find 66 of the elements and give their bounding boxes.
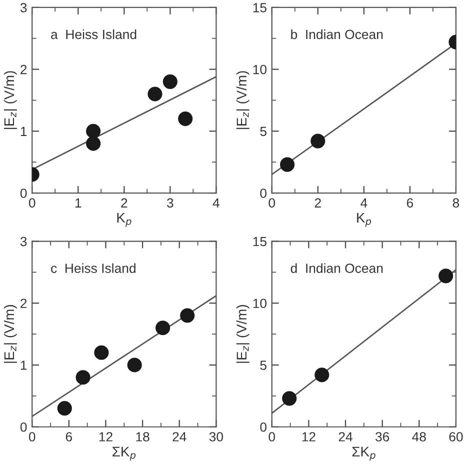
x-tick-label: 36 <box>375 432 390 442</box>
x-tick-label: 48 <box>412 432 426 442</box>
text: b Indian Ocean <box>291 29 383 40</box>
x-tick-label: 1 <box>75 198 82 208</box>
y-axis-title: |E$_{z}$| (V/m) <box>236 71 250 129</box>
x-tick-label: 2 <box>314 198 321 208</box>
point <box>148 86 162 102</box>
y-tick-label: 0 <box>260 188 266 198</box>
x-tick-label: 4 <box>360 198 368 208</box>
x-tick-label: 12 <box>99 432 112 442</box>
text: d Indian Ocean <box>290 263 383 273</box>
y-axis-title: |E$_{z}$| (V/m) <box>4 71 17 129</box>
x-tick-label: 0 <box>28 432 36 442</box>
point <box>282 391 297 406</box>
x-tick-label: 0 <box>268 198 276 208</box>
x-tick-label: 24 <box>338 432 352 442</box>
point <box>76 370 90 385</box>
y-tick-label: 10 <box>253 64 266 74</box>
y-tick-label: 1 <box>20 360 27 370</box>
text: c Heiss Island <box>51 263 136 273</box>
point <box>438 268 454 284</box>
x-axis-title: ΣK$_{p}$ <box>352 446 376 461</box>
point <box>314 368 330 382</box>
point <box>178 112 193 126</box>
y-tick-label: 2 <box>20 298 27 308</box>
y-tick-label: 1 <box>20 126 27 136</box>
x-tick-label: 8 <box>452 198 460 208</box>
y-tick-label: 5 <box>260 126 266 136</box>
x-tick-label: 0 <box>268 432 276 442</box>
x-tick-label: 12 <box>302 432 316 442</box>
x-tick-label: 30 <box>209 432 223 442</box>
x-tick-label: 18 <box>136 432 150 442</box>
y-tick-label: 0 <box>20 188 27 198</box>
x-tick-label: 4 <box>212 198 220 208</box>
point <box>156 320 170 336</box>
point <box>180 308 195 323</box>
point <box>86 136 101 151</box>
y-axis-title: |E$_{z}$| (V/m) <box>4 305 17 363</box>
point <box>86 124 101 138</box>
y-tick-label: 0 <box>260 422 266 432</box>
x-axis-title: ΣK$_{p}$ <box>112 446 136 461</box>
x-tick-label: 60 <box>449 432 463 442</box>
point <box>127 358 142 372</box>
y-axis-title: |E$_{z}$| (V/m) <box>236 305 250 363</box>
point <box>280 157 295 172</box>
y-tick-label: 15 <box>253 236 266 246</box>
text: a Heiss Island <box>51 29 136 40</box>
x-tick-label: 3 <box>166 198 174 208</box>
x-axis-title: K$_{p}$ <box>357 212 372 227</box>
x-tick-label: 0 <box>28 198 36 208</box>
point <box>310 134 326 148</box>
y-tick-label: 15 <box>253 3 266 12</box>
y-tick-label: 2 <box>20 64 27 74</box>
x-tick-label: 24 <box>172 432 186 442</box>
y-tick-label: 10 <box>253 298 266 308</box>
y-tick-label: 5 <box>260 360 266 370</box>
y-tick-label: 3 <box>20 2 27 12</box>
x-tick-label: 6 <box>66 432 72 442</box>
point <box>94 345 109 360</box>
point <box>57 401 72 416</box>
y-tick-label: 3 <box>20 236 27 246</box>
x-axis-title: K$_{p}$ <box>117 212 132 227</box>
x-tick-label: 2 <box>121 198 128 208</box>
point <box>162 74 178 89</box>
y-tick-label: 0 <box>20 422 27 432</box>
x-tick-label: 6 <box>406 198 414 208</box>
